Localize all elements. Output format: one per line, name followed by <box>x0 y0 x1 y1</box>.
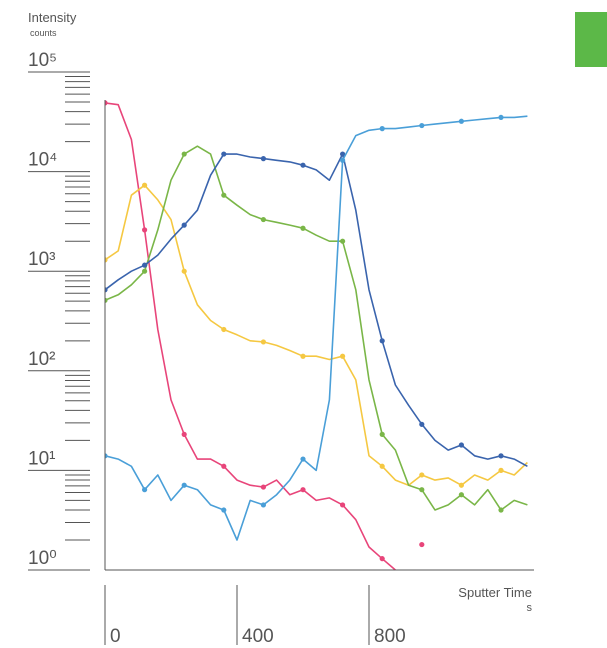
data-point <box>142 268 148 274</box>
data-point <box>458 482 464 488</box>
y-tick-label: 10⁴ <box>28 150 57 171</box>
data-point <box>419 421 425 427</box>
data-point <box>181 268 187 274</box>
decor-block <box>575 12 607 67</box>
plot-area <box>105 100 528 570</box>
data-point <box>181 151 187 157</box>
data-point <box>419 541 425 548</box>
x-tick-label: 800 <box>374 626 406 647</box>
data-point <box>105 287 108 293</box>
data-point <box>340 151 346 157</box>
data-point <box>260 484 266 490</box>
y-tick-label: 10⁵ <box>28 50 57 71</box>
data-point <box>498 507 504 513</box>
data-point <box>340 157 346 163</box>
data-point <box>181 431 187 437</box>
data-point <box>260 502 266 508</box>
data-point <box>300 487 306 493</box>
data-point <box>221 463 227 469</box>
data-point <box>458 492 464 498</box>
data-point <box>142 182 148 188</box>
data-point <box>300 225 306 231</box>
data-point <box>458 118 464 124</box>
y-tick-label: 10¹ <box>28 448 55 469</box>
data-point <box>498 114 504 121</box>
data-point <box>105 257 108 263</box>
data-point <box>379 556 385 562</box>
series-line <box>105 145 528 511</box>
data-point <box>260 156 266 162</box>
y-tick-label: 10³ <box>28 249 55 270</box>
y-axis-label: Intensity <box>28 10 77 25</box>
x-axis-label: Sputter Time <box>458 585 532 600</box>
data-point <box>458 442 464 448</box>
data-point <box>105 100 108 106</box>
data-point <box>181 222 187 228</box>
series-line <box>105 115 528 541</box>
data-point <box>379 126 385 132</box>
data-point <box>300 456 306 462</box>
data-point <box>498 453 504 459</box>
series-line <box>105 103 527 570</box>
y-tick-label: 10⁰ <box>28 548 57 569</box>
x-axis-unit: s <box>527 602 533 614</box>
y-tick-label: 10² <box>28 349 55 370</box>
data-point <box>300 162 306 168</box>
data-point <box>260 339 266 345</box>
data-point <box>379 431 385 437</box>
data-point <box>221 151 227 157</box>
data-point <box>340 353 346 359</box>
data-point <box>142 262 148 268</box>
y-axis-unit: counts <box>30 28 57 38</box>
data-point <box>379 338 385 344</box>
data-point <box>419 487 425 493</box>
data-point <box>419 472 425 478</box>
data-point <box>142 487 148 493</box>
data-point <box>105 297 108 303</box>
data-point <box>221 507 227 513</box>
data-point <box>221 192 227 198</box>
data-point <box>181 482 187 488</box>
data-point <box>340 238 346 244</box>
x-tick-label: 400 <box>242 626 274 647</box>
data-point <box>498 467 504 473</box>
data-point <box>300 353 306 359</box>
data-point <box>419 122 425 129</box>
data-point <box>340 502 346 508</box>
data-point <box>105 453 108 459</box>
series-line <box>105 153 528 468</box>
x-tick-label: 0 <box>110 626 121 647</box>
data-point <box>221 326 227 333</box>
data-point <box>260 216 266 223</box>
data-point <box>142 227 148 233</box>
series-line <box>105 184 528 486</box>
data-point <box>379 463 385 469</box>
